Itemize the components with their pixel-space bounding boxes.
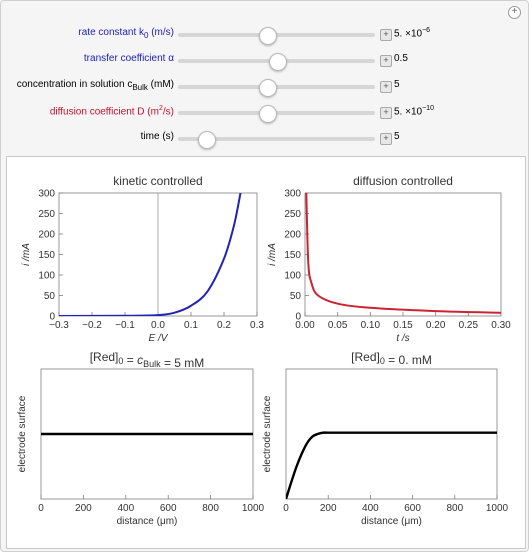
concentration-expand-icon[interactable]: + [380,81,392,93]
transfer-coefficient-label: transfer coefficient α [83,53,174,64]
chart-3-xlabel: distance (μm) [117,516,178,527]
chart-1-ytick-label: 50 [44,291,56,302]
chart-1-xtick-label: 0.0 [151,320,165,331]
chart-4-xtick-label: 600 [404,503,421,514]
chart-2-xtick-label: 0.30 [491,320,511,331]
chart-2-title: diffusion controlled [353,174,453,188]
chart-4-xtick-label: 1000 [486,503,509,514]
chart-4-title: [Red]0 = 0. mM [351,350,432,367]
chart-1-xlabel: E /V [149,333,169,344]
chart-1-ylabel: i /mA [21,243,32,266]
time-value: 5 [394,131,400,142]
chart-1-xtick-label: −0.3 [49,320,69,331]
chart-4-xlabel: distance (μm) [361,516,422,527]
chart-3-xtick-label: 800 [202,503,219,514]
chart-3-xtick-label: 600 [160,503,177,514]
chart-4-xtick-label: 0 [283,503,289,514]
diffusion-coefficient-value: 5. ×10−10 [394,105,434,118]
chart-1-ytick-label: 200 [38,230,55,241]
chart-2-ytick-label: 300 [284,189,301,200]
time-expand-icon[interactable]: + [380,133,392,145]
chart-2-ytick-label: 100 [284,271,301,282]
time-label: time (s) [140,131,174,142]
rate-constant-expand-icon[interactable]: + [380,29,392,41]
chart-1 [58,192,258,317]
chart-4-ylabel: electrode surface [262,395,273,472]
rate-constant-label: rate constant k0 (m/s) [78,27,174,40]
concentration-value: 5 [394,79,400,90]
chart-1-xtick-label: −0.1 [115,320,135,331]
options-plus-icon[interactable]: + [508,6,521,19]
concentration-label: concentration in solution cBulk (mM) [16,79,174,92]
chart-1-xtick-label: 0.1 [184,320,198,331]
chart-2-series-line [305,193,501,314]
chart-3-xtick-label: 400 [117,503,134,514]
chart-1-xtick-label: 0.3 [250,320,264,331]
chart-2-frame [304,192,502,317]
transfer-coefficient-expand-icon[interactable]: + [380,55,392,67]
chart-2-xtick-label: 0.20 [426,320,446,331]
chart-4-xtick-label: 800 [446,503,463,514]
chart-1-ytick-label: 250 [38,209,55,220]
chart-1-ytick-label: 300 [38,189,55,200]
chart-4-xtick-label: 200 [320,503,337,514]
rate-constant-slider-thumb[interactable] [258,27,277,45]
chart-3-title: [Red]0 = cBulk = 5 mM [90,350,205,370]
chart-4-frame [285,368,498,500]
diffusion-coefficient-control: diffusion coefficient D (m2/s) +5. ×10−10 [1,101,528,125]
chart-3-xtick-label: 1000 [242,503,265,514]
chart-2-xlabel: t /s [396,333,409,344]
transfer-coefficient-value: 0.5 [394,53,408,64]
chart-1-xtick-label: 0.2 [217,320,231,331]
diffusion-coefficient-expand-icon[interactable]: + [380,107,392,119]
chart-1-ytick-label: 100 [38,271,55,282]
concentration-slider-thumb[interactable] [258,79,277,97]
rate-constant-value: 5. ×10−6 [394,27,431,40]
chart-1-ytick-label: 0 [49,312,55,323]
chart-3-ylabel: electrode surface [17,395,28,472]
transfer-coefficient-slider-thumb[interactable] [268,53,287,71]
chart-2-ytick-label: 50 [290,291,302,302]
chart-2-xtick-label: 0.10 [361,320,381,331]
chart-2-ytick-label: 0 [295,312,301,323]
diffusion-coefficient-slider-thumb[interactable] [258,105,277,123]
chart-2-xtick-label: 0.05 [328,320,348,331]
time-slider-thumb[interactable] [197,131,216,149]
chart-3-xtick-label: 200 [75,503,92,514]
time-control: time (s) +5 [1,127,528,151]
chart-3 [40,368,254,500]
chart-2-ytick-label: 200 [284,230,301,241]
chart-2 [304,192,502,317]
rate-constant-control: rate constant k0 (m/s) +5. ×10−6 [1,23,528,47]
chart-1-xtick-label: −0.2 [82,320,102,331]
chart-1-title: kinetic controlled [113,174,202,188]
chart-2-ylabel: i /mA [267,243,278,266]
chart-1-ytick-label: 150 [38,250,55,261]
diffusion-coefficient-label: diffusion coefficient D (m2/s) [49,105,174,118]
concentration-control: concentration in solution cBulk (mM) +5 [1,75,528,99]
chart-3-xtick-label: 0 [38,503,44,514]
time-slider-track[interactable] [178,137,375,141]
plots-canvas: kinetic controlled−0.3 −0.2 −0.1 0.0 0.1 0.2 0… [17,174,511,527]
transfer-coefficient-control: transfer coefficient α +0.5 [1,49,528,73]
chart-4 [285,368,498,500]
chart-1-series-line [59,193,242,316]
chart-2-ytick-label: 250 [284,209,301,220]
chart-2-xtick-label: 0.00 [295,320,315,331]
chart-4-xtick-label: 400 [362,503,379,514]
output-panel: kinetic controlled −0.3 −0.2 −0.1 0.0 0.1 0.2 0… [6,156,526,549]
chart-2-xtick-label: 0.25 [459,320,479,331]
chart-4-series-line [286,431,497,499]
chart-2-xtick-label: 0.15 [393,320,413,331]
chart-2-ytick-label: 150 [284,250,301,261]
